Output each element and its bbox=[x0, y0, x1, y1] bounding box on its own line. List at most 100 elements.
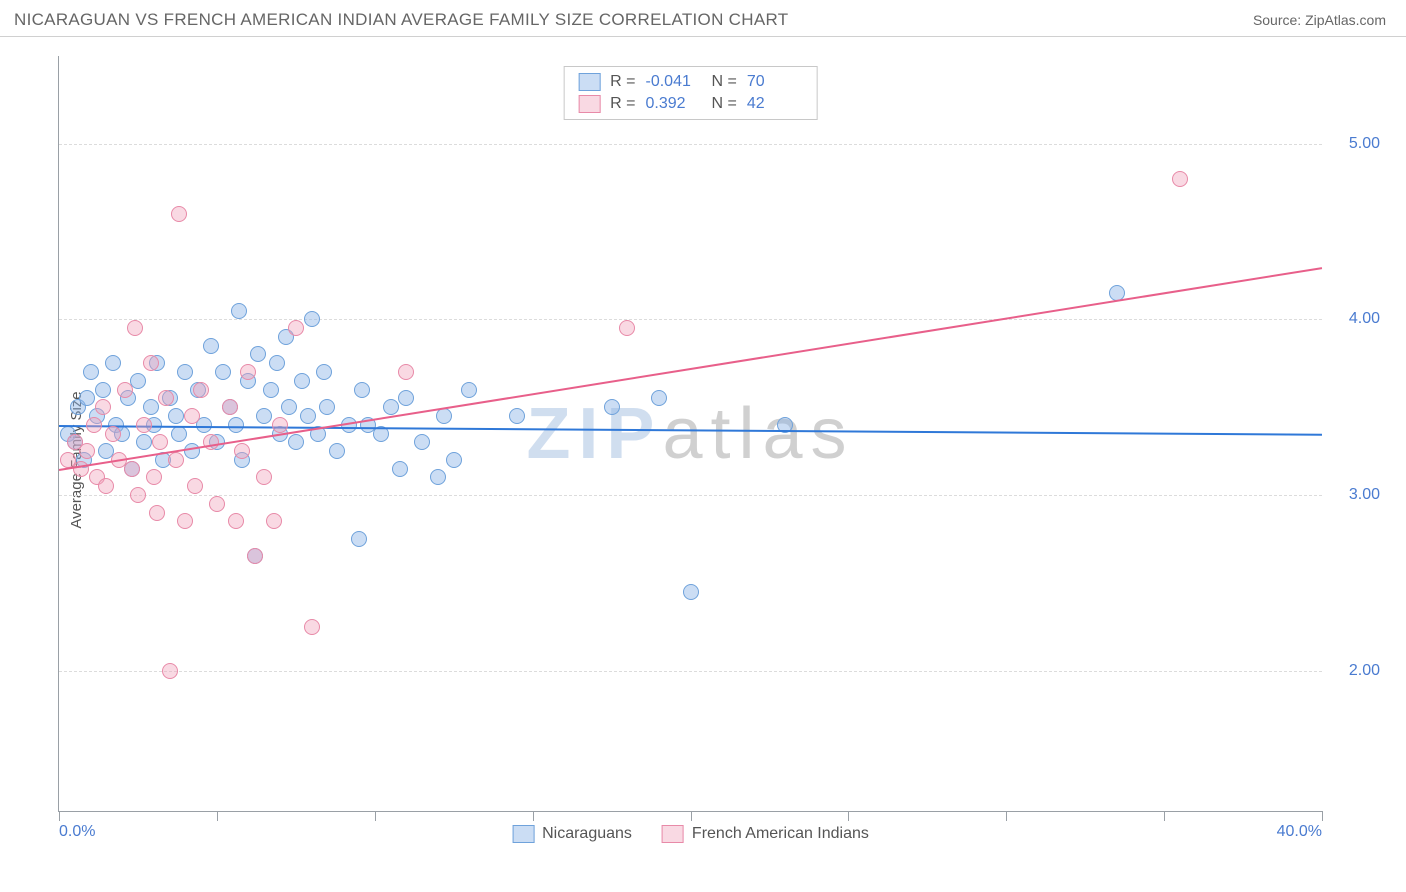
data-point bbox=[414, 434, 430, 450]
data-point bbox=[168, 452, 184, 468]
data-point bbox=[184, 408, 200, 424]
stat-n-value: 70 bbox=[747, 73, 803, 91]
data-point bbox=[300, 408, 316, 424]
watermark-zip: ZIP bbox=[526, 394, 662, 474]
data-point bbox=[430, 469, 446, 485]
data-point bbox=[98, 478, 114, 494]
data-point bbox=[136, 434, 152, 450]
data-point bbox=[171, 206, 187, 222]
data-point bbox=[304, 311, 320, 327]
data-point bbox=[158, 390, 174, 406]
data-point bbox=[250, 346, 266, 362]
data-point bbox=[228, 513, 244, 529]
data-point bbox=[383, 399, 399, 415]
plot-region: ZIPatlas R = -0.041N =70R = 0.392N =42 0… bbox=[58, 56, 1322, 812]
data-point bbox=[398, 364, 414, 380]
chart-source: Source: ZipAtlas.com bbox=[1253, 12, 1386, 28]
x-tick bbox=[533, 811, 534, 821]
data-point bbox=[256, 408, 272, 424]
data-point bbox=[136, 417, 152, 433]
stat-n-label: N = bbox=[712, 95, 737, 113]
data-point bbox=[398, 390, 414, 406]
stats-row: R = -0.041 N = 70 bbox=[564, 71, 817, 93]
x-tick bbox=[1006, 811, 1007, 821]
y-tick-label: 4.00 bbox=[1349, 310, 1380, 328]
data-point bbox=[294, 373, 310, 389]
chart-header: NICARAGUAN VS FRENCH AMERICAN INDIAN AVE… bbox=[0, 0, 1406, 37]
data-point bbox=[247, 548, 263, 564]
data-point bbox=[95, 382, 111, 398]
data-point bbox=[619, 320, 635, 336]
watermark: ZIPatlas bbox=[526, 393, 854, 475]
y-tick-label: 3.00 bbox=[1349, 486, 1380, 504]
data-point bbox=[79, 390, 95, 406]
data-point bbox=[209, 496, 225, 512]
data-point bbox=[263, 382, 279, 398]
data-point bbox=[288, 320, 304, 336]
stat-r-label: R = bbox=[610, 95, 635, 113]
data-point bbox=[184, 443, 200, 459]
stats-box: R = -0.041 N = 70 R = 0.392N =42 bbox=[563, 66, 818, 120]
stat-r-value: -0.041 bbox=[646, 73, 702, 91]
data-point bbox=[222, 399, 238, 415]
gridline bbox=[59, 671, 1322, 672]
gridline bbox=[59, 319, 1322, 320]
legend-swatch bbox=[578, 73, 600, 91]
data-point bbox=[73, 461, 89, 477]
data-point bbox=[177, 513, 193, 529]
data-point bbox=[162, 663, 178, 679]
data-point bbox=[234, 443, 250, 459]
data-point bbox=[177, 364, 193, 380]
data-point bbox=[117, 382, 133, 398]
data-point bbox=[272, 417, 288, 433]
data-point bbox=[86, 417, 102, 433]
x-axis-min-label: 0.0% bbox=[59, 823, 95, 841]
data-point bbox=[683, 584, 699, 600]
data-point bbox=[215, 364, 231, 380]
legend-item: Nicaraguans bbox=[512, 825, 632, 843]
stats-row: R = 0.392N =42 bbox=[564, 93, 817, 115]
data-point bbox=[316, 364, 332, 380]
legend-swatch bbox=[512, 825, 534, 843]
legend-item: French American Indians bbox=[662, 825, 869, 843]
data-point bbox=[152, 434, 168, 450]
data-point bbox=[354, 382, 370, 398]
watermark-atlas: atlas bbox=[662, 394, 854, 474]
gridline bbox=[59, 495, 1322, 496]
data-point bbox=[269, 355, 285, 371]
x-tick bbox=[1322, 811, 1323, 821]
data-point bbox=[105, 355, 121, 371]
legend-swatch bbox=[578, 95, 600, 113]
data-point bbox=[143, 399, 159, 415]
data-point bbox=[171, 426, 187, 442]
data-point bbox=[143, 355, 159, 371]
legend-label: Nicaraguans bbox=[542, 825, 632, 843]
stat-n-label: N = bbox=[712, 73, 737, 91]
y-tick-label: 5.00 bbox=[1349, 135, 1380, 153]
trend-line bbox=[59, 425, 1322, 436]
chart-area: Average Family Size ZIPatlas R = -0.041N… bbox=[14, 48, 1392, 872]
stat-r-label: R = bbox=[610, 73, 635, 91]
data-point bbox=[83, 364, 99, 380]
data-point bbox=[329, 443, 345, 459]
data-point bbox=[392, 461, 408, 477]
legend-swatch bbox=[662, 825, 684, 843]
data-point bbox=[256, 469, 272, 485]
legend-label: French American Indians bbox=[692, 825, 869, 843]
data-point bbox=[461, 382, 477, 398]
data-point bbox=[266, 513, 282, 529]
data-point bbox=[651, 390, 667, 406]
gridline bbox=[59, 144, 1322, 145]
chart-title: NICARAGUAN VS FRENCH AMERICAN INDIAN AVE… bbox=[14, 10, 788, 30]
x-tick bbox=[59, 811, 60, 821]
data-point bbox=[436, 408, 452, 424]
data-point bbox=[203, 338, 219, 354]
legend: Nicaraguans French American Indians bbox=[512, 825, 869, 843]
data-point bbox=[1172, 171, 1188, 187]
data-point bbox=[146, 469, 162, 485]
x-tick bbox=[691, 811, 692, 821]
data-point bbox=[149, 505, 165, 521]
data-point bbox=[105, 426, 121, 442]
y-tick-label: 2.00 bbox=[1349, 662, 1380, 680]
data-point bbox=[231, 303, 247, 319]
